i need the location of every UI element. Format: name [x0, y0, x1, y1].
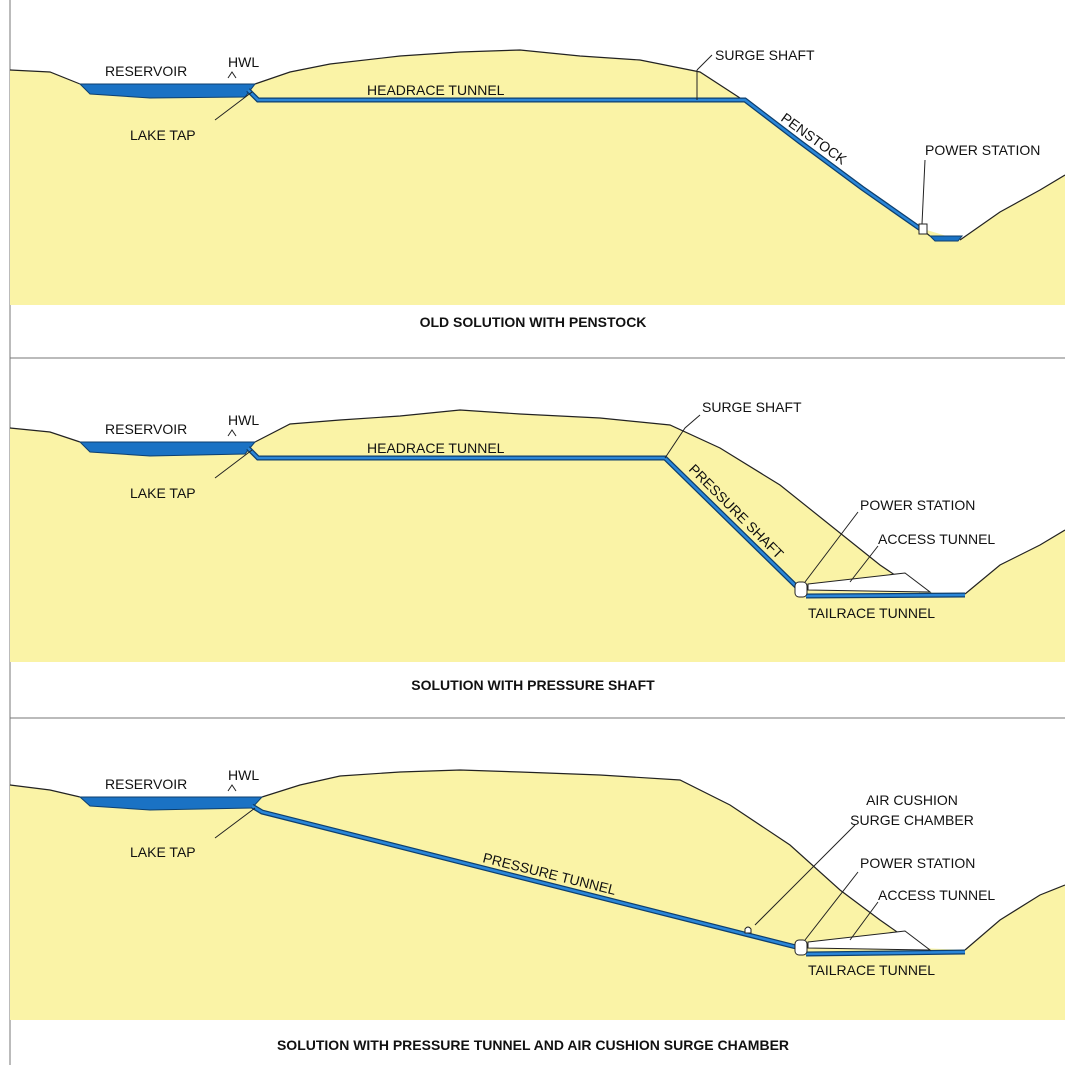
- reservoir: [78, 83, 257, 99]
- label: POWER STATION: [860, 855, 975, 871]
- label: HWL: [228, 54, 259, 70]
- waterway: [247, 89, 923, 232]
- power-station: [794, 939, 808, 956]
- label: TAILRACE TUNNEL: [808, 605, 935, 621]
- label: POWER STATION: [860, 497, 975, 513]
- leader: [214, 784, 879, 941]
- label: SURGE CHAMBER: [850, 812, 974, 828]
- label: TAILRACE TUNNEL: [808, 962, 935, 978]
- ridge: [9, 409, 1065, 595]
- label: AIR CUSHION: [866, 792, 958, 808]
- label: LAKE TAP: [130, 844, 196, 860]
- panel: RESERVOIR HWL LAKE TAP PRESSURE TUNNEL A…: [9, 767, 1065, 1053]
- tailrace: [805, 593, 966, 598]
- tailrace: [805, 950, 966, 956]
- ridge: [9, 769, 1065, 951]
- label: ACCESS TUNNEL: [878, 887, 995, 903]
- access-tunnel: [807, 930, 932, 951]
- power-station: [918, 223, 928, 235]
- panel-title: SOLUTION WITH PRESSURE TUNNEL AND AIR CU…: [277, 1037, 789, 1053]
- terrain: [10, 770, 1065, 1020]
- label: HWL: [228, 767, 259, 783]
- waterway: [251, 804, 801, 950]
- reservoir: [78, 796, 264, 811]
- terrain: [10, 50, 1065, 305]
- label: RESERVOIR: [105, 776, 187, 792]
- air-cushion-chamber: [744, 926, 752, 934]
- label: SURGE SHAFT: [702, 399, 802, 415]
- leader: [214, 54, 926, 225]
- power-station: [794, 581, 808, 598]
- panel-title: OLD SOLUTION WITH PENSTOCK: [420, 314, 647, 330]
- terrain: [10, 410, 1065, 662]
- label: RESERVOIR: [105, 421, 187, 437]
- panel: RESERVOIR HWL LAKE TAP HEADRACE TUNNEL S…: [9, 47, 1065, 330]
- access-tunnel: [807, 572, 932, 593]
- panel-title: SOLUTION WITH PRESSURE SHAFT: [411, 677, 655, 693]
- label: HEADRACE TUNNEL: [367, 440, 505, 456]
- label: LAKE TAP: [130, 485, 196, 501]
- reservoir: [78, 441, 257, 457]
- tailwater: [928, 235, 964, 242]
- leader: [214, 414, 879, 583]
- panel: RESERVOIR HWL LAKE TAP HEADRACE TUNNEL S…: [9, 399, 1065, 693]
- label: POWER STATION: [925, 142, 1040, 158]
- label: LAKE TAP: [130, 127, 196, 143]
- label: ACCESS TUNNEL: [878, 531, 995, 547]
- waterway: [247, 447, 801, 591]
- label: HEADRACE TUNNEL: [367, 82, 505, 98]
- label: SURGE SHAFT: [715, 47, 815, 63]
- label: HWL: [228, 412, 259, 428]
- label: RESERVOIR: [105, 63, 187, 79]
